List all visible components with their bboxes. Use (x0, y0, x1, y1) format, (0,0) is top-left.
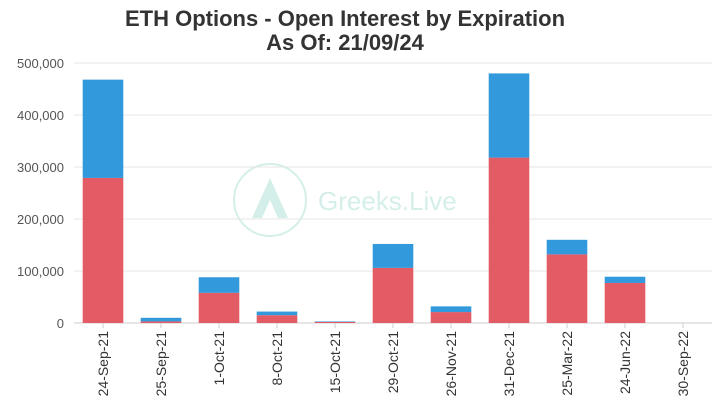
x-tick-label: 26-Nov-21 (443, 331, 459, 397)
y-tick-label: 500,000 (17, 56, 64, 71)
bar-segment (372, 243, 414, 268)
bar-segment (604, 276, 646, 283)
x-tick-label: 1-Oct-21 (211, 331, 227, 386)
bar-segment (430, 306, 472, 313)
bar-segment (256, 311, 298, 316)
bar-segment (82, 177, 124, 323)
greeks-live-watermark: Greeks.Live (233, 163, 457, 237)
x-tick-label: 15-Oct-21 (327, 331, 343, 393)
bar-segment (314, 321, 356, 323)
x-tick-label: 31-Dec-21 (501, 331, 517, 397)
chart-subtitle: As Of: 21/09/24 (266, 30, 424, 55)
bar-segment (314, 321, 356, 322)
y-tick-label: 100,000 (17, 264, 64, 279)
bar-segment (140, 321, 182, 323)
x-tick-label: 25-Sep-21 (153, 331, 169, 397)
bar-segment (604, 282, 646, 323)
bar-segment (430, 312, 472, 323)
y-tick-label: 0 (57, 316, 64, 331)
x-tick-label: 30-Sep-22 (675, 331, 691, 397)
watermark-text: Greeks.Live (318, 186, 457, 216)
bar-segment (198, 292, 240, 323)
x-tick-label: 29-Oct-21 (385, 331, 401, 393)
y-tick-label: 200,000 (17, 212, 64, 227)
bar-segment (140, 317, 182, 322)
x-tick-label: 24-Sep-21 (95, 331, 111, 397)
bar-segment (488, 157, 530, 323)
chart-title: ETH Options - Open Interest by Expiratio… (124, 6, 566, 31)
bar-segment (488, 73, 530, 158)
x-tick-label: 25-Mar-22 (559, 331, 575, 396)
bar-segment (82, 79, 124, 178)
bar-segment (198, 277, 240, 293)
bar-segment (546, 254, 588, 323)
bar-segment (546, 239, 588, 255)
x-tick-label: 8-Oct-21 (269, 331, 285, 386)
y-tick-label: 400,000 (17, 108, 64, 123)
bar-segment (256, 315, 298, 323)
x-tick-label: 24-Jun-22 (617, 331, 633, 394)
bar-segment (372, 267, 414, 323)
y-tick-label: 300,000 (17, 160, 64, 175)
